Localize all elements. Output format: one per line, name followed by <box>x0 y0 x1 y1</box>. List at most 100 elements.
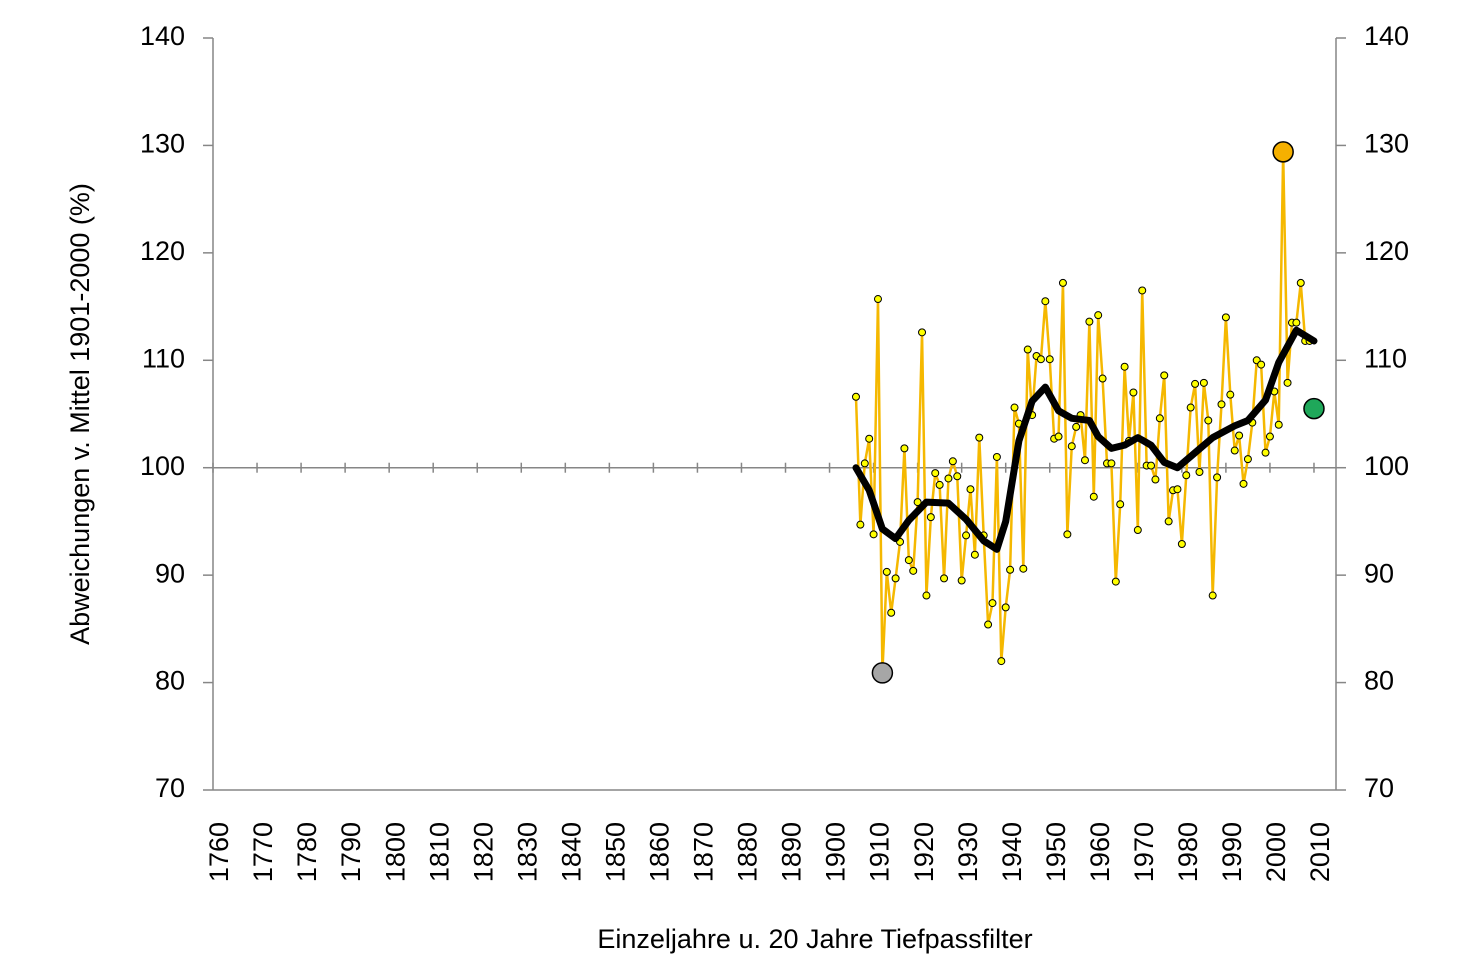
y-tick-label: 130 <box>140 129 185 159</box>
data-point <box>922 591 931 600</box>
data-point <box>1006 565 1015 574</box>
data-point <box>1243 455 1252 464</box>
y2-tick-label: 100 <box>1364 451 1409 481</box>
y-tick-label: 110 <box>142 343 185 373</box>
y2-tick-label: 80 <box>1364 666 1394 696</box>
y2-tick-label: 140 <box>1364 21 1409 51</box>
data-point <box>975 433 984 442</box>
data-point <box>860 459 869 468</box>
data-point <box>1023 345 1032 354</box>
x-axis-title: Einzeljahre u. 20 Jahre Tiefpassfilter <box>597 924 1032 954</box>
data-point <box>865 434 874 443</box>
data-point <box>1160 371 1169 380</box>
data-point <box>957 576 966 585</box>
data-point <box>1147 461 1156 470</box>
data-point <box>966 485 975 494</box>
data-point <box>1036 355 1045 364</box>
x-tick-label: 1890 <box>777 822 807 882</box>
data-point <box>988 599 997 608</box>
data-point <box>1272 141 1294 163</box>
y2-tick-label: 90 <box>1364 558 1394 588</box>
data-point <box>1226 390 1235 399</box>
y2-tick-label: 130 <box>1364 129 1409 159</box>
data-point <box>1080 456 1089 465</box>
data-point <box>1063 530 1072 539</box>
data-point <box>1239 479 1248 488</box>
x-tick-label: 1940 <box>997 822 1027 882</box>
data-point <box>1001 603 1010 612</box>
data-point <box>918 328 927 337</box>
data-point <box>891 574 900 583</box>
data-point <box>984 620 993 629</box>
x-tick-label: 1840 <box>556 822 586 882</box>
data-point <box>1138 286 1147 295</box>
x-tick-label: 1790 <box>336 822 366 882</box>
data-point <box>1010 403 1019 412</box>
data-point <box>944 474 953 483</box>
data-point <box>1098 374 1107 383</box>
x-tick-label: 1770 <box>248 822 278 882</box>
data-point <box>1107 459 1116 468</box>
x-tick-label: 1980 <box>1173 822 1203 882</box>
y-tick-label: 70 <box>155 773 185 803</box>
data-point <box>1199 378 1208 387</box>
x-tick-label: 1830 <box>512 822 542 882</box>
x-tick-label: 1950 <box>1041 822 1071 882</box>
data-point <box>935 480 944 489</box>
data-point <box>1303 397 1325 420</box>
data-point <box>1054 432 1063 441</box>
data-point <box>1089 492 1098 501</box>
data-point <box>913 498 922 507</box>
y-tick-label: 120 <box>140 236 185 266</box>
x-tick-label: 1920 <box>909 822 939 882</box>
y-tick-label: 140 <box>140 21 185 51</box>
data-point <box>926 513 935 522</box>
data-point <box>1213 473 1222 482</box>
y-axis-title: Abweichungen v. Mittel 1901-2000 (%) <box>65 183 95 645</box>
data-point <box>904 556 913 565</box>
data-point <box>1085 317 1094 326</box>
x-tick-label: 2010 <box>1305 822 1335 882</box>
data-point <box>1221 313 1230 322</box>
data-point <box>953 472 962 481</box>
data-point <box>1265 432 1274 441</box>
y-tick-label: 80 <box>155 666 185 696</box>
data-point <box>970 550 979 559</box>
x-tick-label: 2000 <box>1261 822 1291 882</box>
x-tick-label: 1870 <box>689 822 719 882</box>
data-point <box>1041 297 1050 306</box>
x-tick-label: 1810 <box>424 822 454 882</box>
data-point <box>1151 475 1160 484</box>
data-point <box>1116 500 1125 509</box>
y-tick-label: 100 <box>140 451 185 481</box>
x-tick-label: 1960 <box>1085 822 1115 882</box>
data-point <box>1230 446 1239 455</box>
x-tick-label: 1820 <box>468 822 498 882</box>
data-point <box>1058 278 1067 287</box>
data-point <box>1208 591 1217 600</box>
y2-tick-label: 120 <box>1364 236 1409 266</box>
x-tick-label: 1860 <box>645 822 675 882</box>
x-tick-label: 1990 <box>1217 822 1247 882</box>
data-point <box>869 530 878 539</box>
data-point <box>1195 468 1204 477</box>
data-point <box>1164 517 1173 526</box>
x-tick-label: 1900 <box>821 822 851 882</box>
data-point <box>1274 420 1283 429</box>
data-point <box>887 608 896 617</box>
x-tick-label: 1930 <box>953 822 983 882</box>
data-point <box>873 295 882 304</box>
data-point <box>1182 471 1191 480</box>
data-point <box>1217 400 1226 409</box>
data-point <box>900 444 909 453</box>
data-point <box>1155 414 1164 423</box>
data-point <box>992 452 1001 461</box>
data-point <box>909 566 918 575</box>
data-point <box>1094 311 1103 320</box>
data-point <box>1129 388 1138 397</box>
data-point <box>882 567 891 576</box>
data-point <box>962 531 971 540</box>
data-point <box>1283 378 1292 387</box>
data-point <box>1111 577 1120 586</box>
